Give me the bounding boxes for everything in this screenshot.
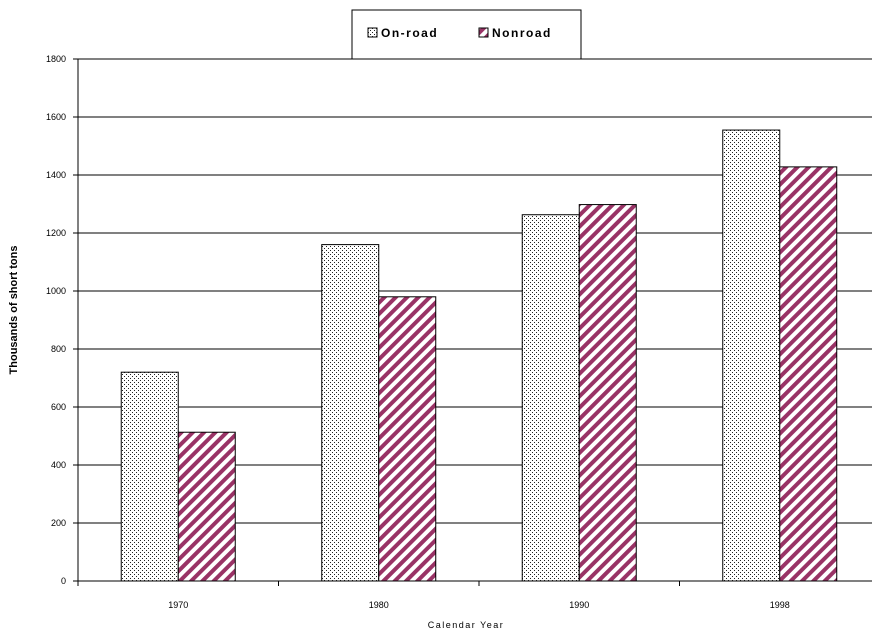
y-tick-label: 0 bbox=[61, 576, 66, 586]
y-tick-label: 1600 bbox=[46, 112, 66, 122]
axes bbox=[73, 58, 872, 586]
y-tick-label: 1800 bbox=[46, 54, 66, 64]
legend-box bbox=[351, 9, 582, 60]
bar-on-road-1998 bbox=[722, 129, 781, 582]
x-tick-label: 1980 bbox=[369, 600, 389, 610]
bar-nonroad-1998 bbox=[779, 166, 838, 582]
legend: On-road Nonroad bbox=[351, 9, 582, 60]
legend-label-on-road: On-road bbox=[381, 26, 438, 40]
x-tick-label: 1998 bbox=[770, 600, 790, 610]
bar-on-road-1980 bbox=[321, 244, 380, 582]
y-tick-label: 1000 bbox=[46, 286, 66, 296]
tick-labels: 0 200 400 600 800 1000 1200 1400 1600 1800 1970 198… bbox=[46, 54, 790, 610]
bar-nonroad-1980 bbox=[378, 296, 437, 582]
bars bbox=[120, 129, 838, 582]
legend-label-nonroad: Nonroad bbox=[492, 26, 552, 40]
y-axis-title: Thousands of short tons bbox=[8, 246, 20, 375]
x-axis-title: Calendar Year bbox=[428, 620, 505, 630]
bar-on-road-1970 bbox=[120, 371, 179, 582]
y-tick-label: 200 bbox=[51, 518, 66, 528]
x-tick-label: 1990 bbox=[569, 600, 589, 610]
legend-swatch-on-road bbox=[367, 27, 378, 38]
y-tick-label: 600 bbox=[51, 402, 66, 412]
legend-swatch-nonroad bbox=[478, 27, 489, 38]
bar-nonroad-1970 bbox=[177, 431, 236, 582]
bar-on-road-1990 bbox=[521, 214, 580, 582]
bar-nonroad-1990 bbox=[578, 204, 637, 582]
y-tick-label: 800 bbox=[51, 344, 66, 354]
x-tick-label: 1970 bbox=[168, 600, 188, 610]
y-tick-label: 400 bbox=[51, 460, 66, 470]
y-tick-label: 1200 bbox=[46, 228, 66, 238]
y-tick-label: 1400 bbox=[46, 170, 66, 180]
